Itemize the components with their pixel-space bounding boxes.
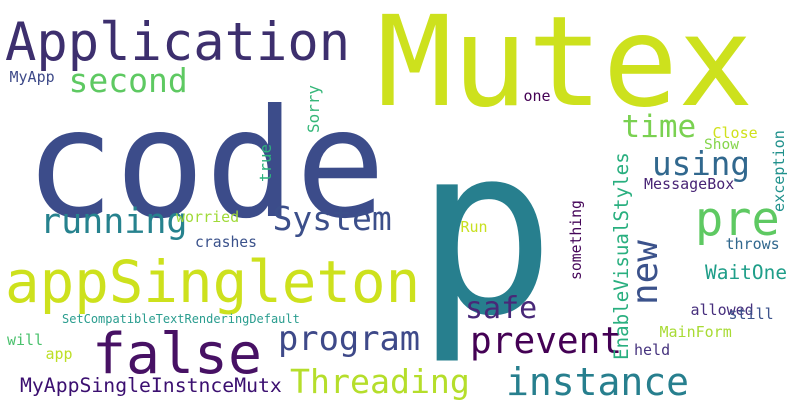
word-something: something [567, 200, 585, 280]
word-threading: Threading [290, 362, 470, 400]
word-allowed: allowed [690, 301, 754, 319]
word-instance: instance [506, 360, 690, 400]
word-still: still [728, 305, 774, 323]
word-sorry: Sorry [304, 85, 323, 133]
word-mainform: MainForm [659, 323, 732, 341]
word-held: held [634, 341, 671, 359]
word-crashes: crashes [195, 234, 258, 251]
word-using: using [652, 144, 750, 183]
word-show: Show [704, 137, 739, 153]
word-time: time [621, 109, 697, 145]
word-exception: exception [769, 130, 788, 212]
word-true: true [256, 144, 275, 182]
word-myapp: MyApp [9, 68, 55, 86]
word-false: false [92, 322, 262, 387]
word-close: Close [712, 124, 758, 142]
word-myappsingleinstncemutx: MyAppSingleInstnceMutx [20, 374, 282, 397]
word-will: will [7, 331, 44, 349]
word-one: one [523, 87, 551, 105]
word-worried: worried [176, 208, 240, 226]
word-application: Application [5, 12, 351, 73]
word-appsingleton: appSingleton [5, 248, 421, 316]
word-pre: pre [695, 191, 780, 247]
word-setcompatibletextrenderingdefault: SetCompatibleTextRenderingDefault [62, 311, 300, 326]
word-app: app [45, 345, 73, 363]
word-running: running [40, 202, 188, 242]
word-program: program [278, 319, 421, 358]
word-system: System [272, 199, 392, 238]
word-waitone: WaitOne [705, 260, 788, 284]
word-new: new [625, 240, 666, 305]
word-mutex: Mutex [377, 0, 754, 135]
word-p: p [415, 96, 556, 368]
word-prevent: prevent [470, 319, 623, 362]
word-throws: throws [725, 235, 780, 253]
word-second: second [68, 61, 188, 100]
word-safe: safe [465, 291, 538, 326]
word-enablevisualstyles: EnableVisualStyles [609, 152, 633, 360]
word-run: Run [460, 218, 488, 236]
word-code: code [24, 78, 386, 252]
word-messagebox: MessageBox [644, 175, 735, 193]
